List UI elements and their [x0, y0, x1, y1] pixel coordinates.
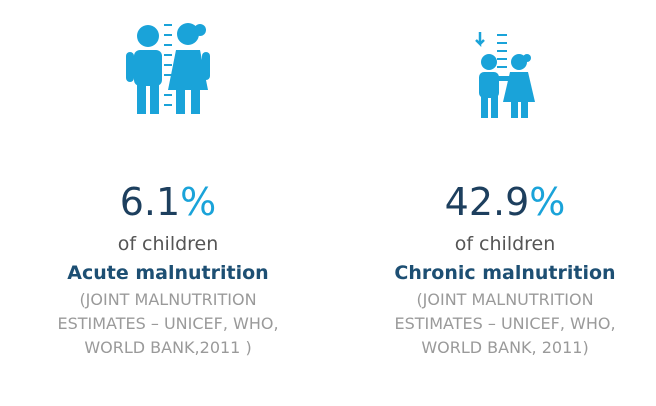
source-line: ESTIMATES – UNICEF, WHO,: [394, 314, 616, 333]
source-line: WORLD BANK,2011 ): [84, 338, 252, 357]
source-line: (JOINT MALNUTRITION: [79, 290, 257, 309]
subject: of children: [117, 233, 219, 255]
label: Chronic malnutrition: [394, 262, 616, 284]
source-line: ESTIMATES – UNICEF, WHO,: [57, 314, 279, 333]
subject: of children: [454, 233, 556, 255]
label: Acute malnutrition: [67, 262, 269, 284]
stat-card: 42.9% of children Chronic malnutrition (…: [345, 0, 656, 360]
value: 42.9: [444, 180, 530, 224]
stat-value: 42.9%: [345, 180, 656, 224]
source: (JOINT MALNUTRITION ESTIMATES – UNICEF, …: [345, 288, 656, 360]
children-icon: [475, 32, 535, 118]
source-line: (JOINT MALNUTRITION: [416, 290, 594, 309]
value: 6.1: [119, 180, 181, 224]
stat-value: 6.1%: [8, 180, 328, 224]
stat-card: 6.1% of children Acute malnutrition (JOI…: [8, 0, 328, 360]
children-icon: [126, 23, 210, 114]
source-line: WORLD BANK, 2011): [421, 338, 589, 357]
source: (JOINT MALNUTRITION ESTIMATES – UNICEF, …: [8, 288, 328, 360]
unit: %: [180, 180, 217, 224]
unit: %: [529, 180, 566, 224]
